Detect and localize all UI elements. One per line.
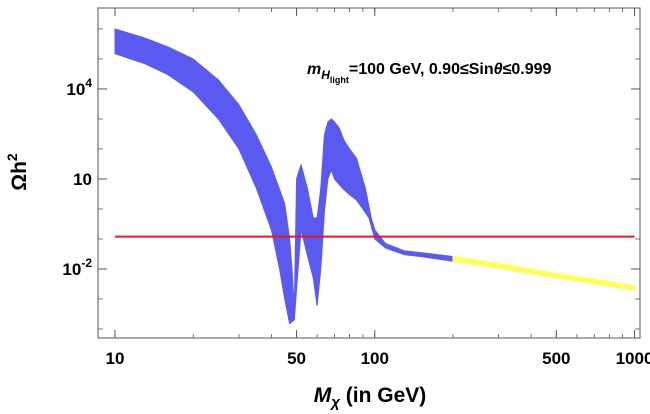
annotation-sub1: H bbox=[321, 68, 330, 82]
annotation-tail: ≤0.999 bbox=[503, 61, 552, 78]
x-tick-label: 100 bbox=[361, 349, 389, 368]
y-tick-exponent: -2 bbox=[81, 256, 92, 270]
y-tick-exponent: 4 bbox=[85, 76, 92, 90]
annotation-sub2: light bbox=[330, 75, 349, 85]
plot-frame bbox=[97, 7, 641, 339]
x-tick-label: 10 bbox=[106, 349, 125, 368]
x-axis-title: Mχ (in GeV) bbox=[314, 384, 427, 411]
annotation-m: m bbox=[307, 61, 321, 78]
annotation-theta: θ bbox=[494, 61, 503, 78]
x-axis-title-main: M bbox=[314, 384, 332, 407]
x-tick-label: 500 bbox=[542, 349, 570, 368]
y-tick-base: 10 bbox=[62, 260, 81, 279]
y-axis-title: Ωh2 bbox=[4, 153, 31, 191]
series-layer bbox=[114, 28, 635, 325]
x-tick-label: 50 bbox=[287, 349, 306, 368]
y-tick-label: 10 bbox=[73, 170, 92, 189]
chart-annotation: mHlight=100 GeV, 0.90≤Sinθ≤0.999 bbox=[307, 61, 551, 85]
y-axis-title-main: Ωh bbox=[8, 161, 31, 191]
y-tick-base: 10 bbox=[66, 80, 85, 99]
series-band-1 bbox=[452, 256, 635, 292]
annotation-rest: =100 GeV, 0.90≤Sin bbox=[349, 61, 494, 78]
x-axis-title-sub: χ bbox=[329, 394, 341, 411]
x-axis-title-tail: (in GeV) bbox=[340, 384, 426, 407]
y-tick-label: 104 bbox=[66, 76, 92, 99]
y-tick-label: 10-2 bbox=[62, 256, 92, 279]
y-tick-base: 10 bbox=[73, 170, 92, 189]
y-axis-title-sup: 2 bbox=[4, 153, 20, 161]
x-tick-label: 1000 bbox=[616, 349, 650, 368]
